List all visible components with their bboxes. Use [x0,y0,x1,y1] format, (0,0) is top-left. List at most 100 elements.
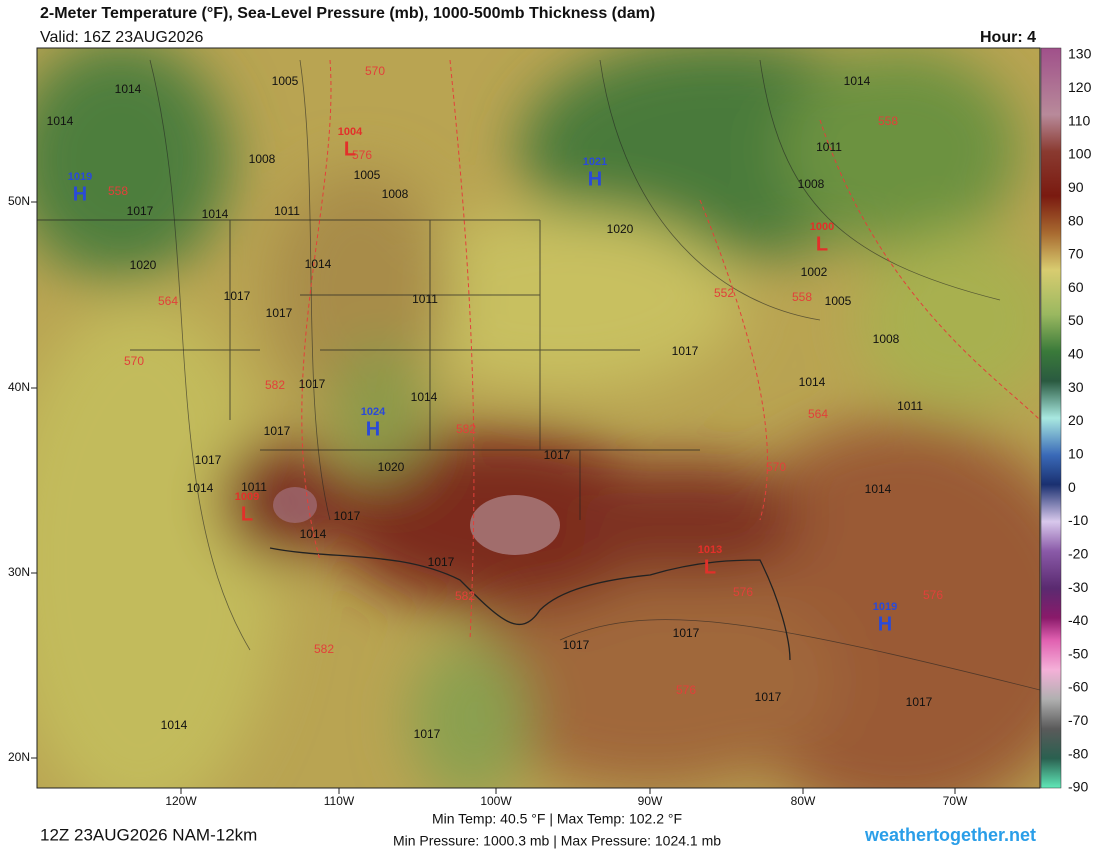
isobar-label: 1020 [378,460,405,474]
isobar-label: 1011 [274,204,300,218]
forecast-hour: Hour: 4 [980,29,1036,46]
isobar-label: 1017 [563,638,590,652]
colorbar [1040,47,1062,789]
thickness-label: 576 [923,588,943,602]
isobar-label: 1011 [412,292,438,306]
pressure-center-letter: L [344,138,356,160]
isobar-label: 1017 [127,204,154,218]
isobar-label: 1017 [224,289,251,303]
pressure-center-value: 1021 [583,156,607,168]
isobar-label: 1008 [382,187,409,201]
isobar-label: 1005 [272,74,299,88]
pressure-center-letter: L [816,233,828,255]
colorbar-tick-label: 120 [1068,79,1092,95]
isobar-label: 1011 [897,399,923,413]
isobar-label: 1014 [300,527,327,541]
lon-label: 70W [943,794,968,808]
pressure-center-letter: L [241,503,253,525]
lon-label: 120W [165,794,197,808]
isobar-label: 1014 [844,74,871,88]
thickness-label: 570 [124,354,144,368]
thickness-label: 570 [365,64,385,78]
isobar-label: 1014 [187,481,214,495]
isobar-label: 1011 [241,480,267,494]
isobar-label: 1008 [798,177,825,191]
lat-label: 50N [8,194,30,208]
isobar-label: 1002 [801,265,828,279]
colorbar-tick-label: 130 [1068,46,1092,62]
pressure-center-letter: H [588,168,602,190]
thickness-label: 582 [314,642,334,656]
isobar-label: 1014 [47,114,74,128]
colorbar-tick-label: 110 [1068,112,1091,128]
map-field [37,48,1040,788]
thickness-label: 558 [792,290,812,304]
thickness-label: 564 [808,407,828,421]
isobar-label: 1017 [264,424,291,438]
isobar-label: 1008 [249,152,276,166]
isobar-label: 1017 [755,690,782,704]
colorbar-tick-label: -20 [1068,545,1088,561]
colorbar-tick-label: -70 [1068,712,1088,728]
colorbar-tick-label: 100 [1068,146,1092,162]
isobar-label: 1014 [799,375,826,389]
lon-label: 90W [638,794,663,808]
colorbar-tick-label: -50 [1068,645,1088,661]
pressure-center-value: 1013 [698,544,722,556]
isobar-label: 1017 [673,626,700,640]
pressure-center-letter: H [366,418,380,440]
isobar-label: 1008 [873,332,900,346]
pressure-center-value: 1024 [361,406,386,418]
colorbar-tick-label: 70 [1068,246,1084,262]
isobar-label: 1017 [906,695,933,709]
thickness-label: 558 [108,184,128,198]
isobar-label: 1017 [195,453,222,467]
colorbar-tick-label: -30 [1068,579,1088,595]
thickness-label: 570 [766,460,786,474]
isobar-label: 1017 [428,555,455,569]
colorbar-tick-label: 50 [1068,312,1084,328]
colorbar-tick-label: 80 [1068,212,1084,228]
isobar-label: 1017 [544,448,571,462]
colorbar-tick-label: -60 [1068,679,1088,695]
thickness-label: 582 [265,378,285,392]
isobar-label: 1017 [266,306,293,320]
valid-time: Valid: 16Z 23AUG2026 [40,29,203,46]
pressure-center-value: 1000 [810,221,834,233]
pressure-center-value: 1009 [235,491,259,503]
isobar-label: 1011 [816,140,842,154]
lon-label: 80W [791,794,816,808]
colorbar-tick-label: -90 [1068,779,1088,795]
colorbar-tick-label: -40 [1068,612,1088,628]
colorbar-tick-label: 20 [1068,412,1084,428]
thickness-label: 552 [714,286,734,300]
lat-label: 30N [8,565,30,579]
thickness-label: 576 [352,148,372,162]
isobar-label: 1020 [130,258,157,272]
thickness-label: 576 [676,683,696,697]
map-frame [36,47,1041,789]
isobar-label: 1014 [865,482,892,496]
thickness-label: 564 [158,294,178,308]
isobar-label: 1005 [825,294,852,308]
pressure-center-value: 1004 [338,126,363,138]
isobar-label: 1017 [299,377,326,391]
thickness-label: 576 [733,585,753,599]
isobar-label: 1014 [411,390,438,404]
pressure-center-letter: H [878,613,892,635]
thickness-label: 558 [878,114,898,128]
pressure-stats: Min Pressure: 1000.3 mb | Max Pressure: … [393,833,721,849]
lat-label: 20N [8,750,30,764]
colorbar-tick-label: 10 [1068,446,1084,462]
pressure-center-letter: L [704,556,716,578]
thickness-label: 582 [455,589,475,603]
isobar-label: 1014 [305,257,332,271]
colorbar-tick-label: 30 [1068,379,1084,395]
isobar-label: 1020 [607,222,634,236]
model-run: 12Z 23AUG2026 NAM-12km [40,825,257,844]
isobar-label: 1017 [414,727,441,741]
colorbar-tick-label: 40 [1068,346,1084,362]
lon-label: 100W [480,794,512,808]
